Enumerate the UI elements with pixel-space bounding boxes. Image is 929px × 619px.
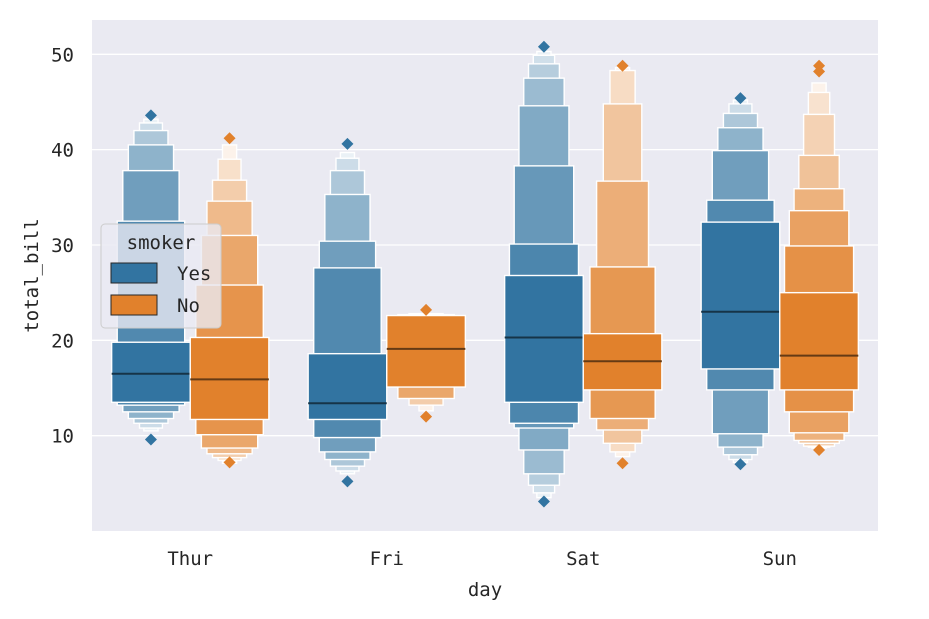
outlier-marker [420,410,433,423]
y-tick-label: 20 [51,330,74,352]
outlier-marker [813,59,826,72]
legend-swatch [110,294,158,316]
box-level [386,314,467,388]
outlier-marker [341,137,354,150]
x-tick-label: Thur [167,548,213,570]
outlier-marker [537,40,550,53]
y-tick-label: 30 [51,235,74,257]
outlier-marker [144,433,157,446]
box-level [503,274,584,403]
outlier-marker [616,59,629,72]
outlier-marker [144,109,157,122]
legend-title: smoker [127,232,196,254]
boxen-sat-no [582,59,663,470]
outlier-marker [616,457,629,470]
box-level [307,352,388,421]
y-tick-label: 50 [51,44,74,66]
boxen-sun-yes [700,92,781,471]
x-tick-label: Sun [763,548,797,570]
boxen-sat-yes [503,40,584,508]
y-axis-label: total_bill [21,218,43,332]
legend-swatch [110,262,158,284]
legend-label: Yes [177,263,211,285]
outlier-marker [223,456,236,469]
outlier-marker [223,132,236,145]
y-tick-label: 40 [51,140,74,162]
outlier-marker [341,475,354,488]
boxen-sun-no [779,59,860,456]
box-level [779,291,860,391]
x-tick-label: Sat [566,548,600,570]
box-level [110,341,191,403]
outlier-marker [813,443,826,456]
x-tick-label: Fri [370,548,404,570]
boxen-fri-no [386,303,467,423]
x-axis-label: day [468,579,502,601]
outlier-marker [734,458,747,471]
boxen-fri-yes [307,137,388,488]
legend-label: No [177,295,200,317]
outlier-marker [420,303,433,316]
legend: smoker Yes No [100,223,222,329]
boxen-thur-no [189,132,270,469]
box-level [700,221,781,370]
outlier-marker [537,495,550,508]
outlier-marker [734,92,747,105]
y-tick-label: 10 [51,426,74,448]
